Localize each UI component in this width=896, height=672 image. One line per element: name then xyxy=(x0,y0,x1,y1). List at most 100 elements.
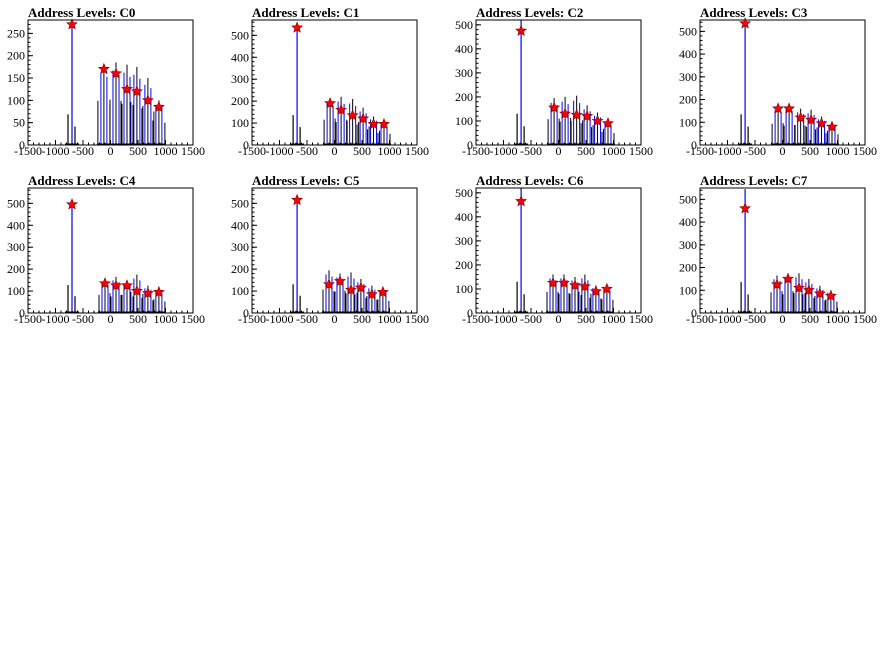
peak-marker xyxy=(826,120,838,132)
y-tick-label: 400 xyxy=(455,210,473,224)
x-tick-label: 0 xyxy=(780,144,786,158)
peak-marker xyxy=(152,285,165,298)
y-tick-label: 400 xyxy=(455,42,473,56)
x-tick-label: 0 xyxy=(108,312,114,326)
x-tick-label: 500 xyxy=(129,144,147,158)
y-tick-label: 100 xyxy=(455,282,473,296)
x-tick-label: -1500 xyxy=(686,312,714,326)
peak-marker xyxy=(559,107,572,119)
peak-marker xyxy=(589,285,602,297)
y-tick-label: 200 xyxy=(7,49,25,63)
x-tick-label: 1000 xyxy=(602,144,626,158)
chart-title: Address Levels: C7 xyxy=(700,173,808,188)
y-tick-label: 500 xyxy=(7,196,25,210)
peak-marker xyxy=(824,289,837,302)
x-tick-label: -1000 xyxy=(490,144,518,158)
peak-marker xyxy=(121,82,133,95)
x-tick-label: -1500 xyxy=(462,312,490,326)
x-tick-label: 500 xyxy=(577,312,595,326)
y-tick-label: 200 xyxy=(455,258,473,272)
x-tick-label: 0 xyxy=(556,312,562,326)
peak-marker xyxy=(378,117,390,130)
y-tick-label: 200 xyxy=(455,90,473,104)
y-tick-label: 50 xyxy=(13,116,25,130)
y-tick-label: 100 xyxy=(7,284,25,298)
x-tick-label: -500 xyxy=(72,312,94,326)
y-tick-label: 500 xyxy=(679,24,697,38)
y-tick-label: 400 xyxy=(231,50,249,64)
x-tick-label: -1500 xyxy=(686,144,714,158)
peak-marker xyxy=(346,109,359,121)
x-tick-label: 1500 xyxy=(181,312,205,326)
chart-title: Address Levels: C5 xyxy=(252,173,360,188)
chart-panel-2: Address Levels: C20100200300400500-1500-… xyxy=(455,5,653,158)
peak-marker xyxy=(794,111,807,123)
y-tick-label: 400 xyxy=(7,218,25,232)
peak-marker xyxy=(323,278,335,290)
chart-panel-4: Address Levels: C40100200300400500-1500-… xyxy=(7,173,205,326)
x-tick-label: -1000 xyxy=(266,312,294,326)
peak-marker xyxy=(570,108,583,121)
peak-marker xyxy=(600,282,613,295)
x-tick-label: -1000 xyxy=(714,312,742,326)
x-tick-label: 1500 xyxy=(629,312,653,326)
y-tick-label: 200 xyxy=(231,262,249,276)
peak-marker xyxy=(771,278,783,290)
y-tick-label: 300 xyxy=(231,240,249,254)
y-tick-label: 300 xyxy=(455,234,473,248)
y-tick-label: 100 xyxy=(7,93,25,107)
y-tick-label: 0 xyxy=(467,138,473,152)
x-tick-label: 0 xyxy=(108,144,114,158)
peak-marker xyxy=(99,277,111,289)
y-tick-label: 300 xyxy=(679,238,697,252)
peak-marker xyxy=(782,272,794,285)
peak-marker xyxy=(578,280,591,292)
y-tick-label: 500 xyxy=(231,28,249,42)
peak-marker xyxy=(548,101,561,113)
x-tick-label: 1500 xyxy=(405,144,429,158)
x-tick-label: 1500 xyxy=(181,144,205,158)
x-tick-label: -500 xyxy=(72,144,94,158)
y-tick-label: 150 xyxy=(7,71,25,85)
y-tick-label: 100 xyxy=(679,283,697,297)
x-tick-label: -1000 xyxy=(42,144,70,158)
x-tick-label: -1500 xyxy=(238,144,266,158)
chart-title: Address Levels: C2 xyxy=(476,5,583,20)
peak-marker xyxy=(291,21,304,33)
y-tick-label: 0 xyxy=(19,306,25,320)
x-tick-label: -1000 xyxy=(266,144,294,158)
peak-marker xyxy=(802,283,815,296)
x-tick-label: 0 xyxy=(780,312,786,326)
x-tick-label: -1500 xyxy=(462,144,490,158)
peak-marker xyxy=(813,287,826,299)
x-tick-label: -500 xyxy=(296,312,318,326)
y-tick-label: 300 xyxy=(231,72,249,86)
x-tick-label: 500 xyxy=(801,144,819,158)
chart-title: Address Levels: C0 xyxy=(28,5,135,20)
x-tick-label: 1500 xyxy=(853,144,877,158)
peak-marker xyxy=(793,281,805,294)
y-tick-label: 500 xyxy=(455,186,473,200)
plot-frame xyxy=(475,19,642,146)
peak-marker xyxy=(558,276,570,289)
x-tick-label: 1500 xyxy=(405,312,429,326)
x-tick-label: 0 xyxy=(332,312,338,326)
x-tick-label: -500 xyxy=(296,144,318,158)
y-tick-label: 0 xyxy=(243,306,249,320)
peak-marker xyxy=(547,276,559,289)
y-tick-label: 0 xyxy=(467,306,473,320)
peak-marker xyxy=(805,113,818,126)
x-tick-label: 1000 xyxy=(154,144,178,158)
x-tick-label: -1000 xyxy=(714,144,742,158)
x-tick-label: -500 xyxy=(744,312,766,326)
peak-marker xyxy=(367,117,380,130)
peak-marker xyxy=(357,112,370,124)
x-tick-label: -1500 xyxy=(238,312,266,326)
peak-marker xyxy=(365,288,378,300)
x-tick-label: 500 xyxy=(129,312,147,326)
peak-marker xyxy=(324,96,337,109)
chart-panel-7: Address Levels: C70100200300400500-1500-… xyxy=(679,173,877,326)
peak-marker xyxy=(581,109,594,122)
chart-panel-3: Address Levels: C30100200300400500-1500-… xyxy=(679,5,877,158)
